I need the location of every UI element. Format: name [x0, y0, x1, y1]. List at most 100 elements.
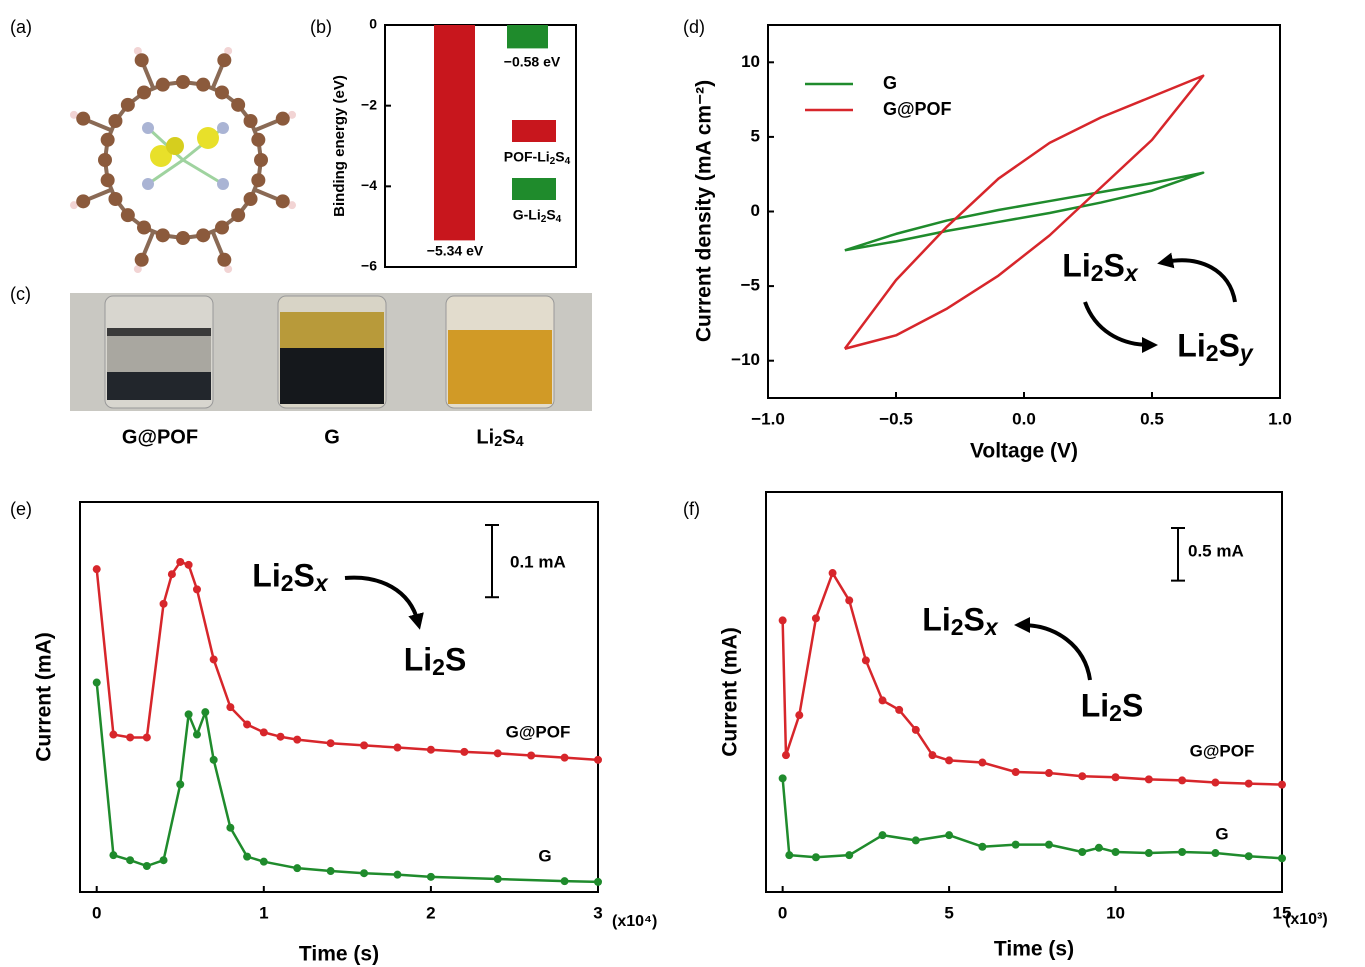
series-label: G [538, 846, 551, 865]
data-point [494, 875, 502, 883]
data-point [143, 862, 151, 870]
panel-label: (e) [10, 499, 32, 519]
data-point [978, 843, 986, 851]
atom-c [135, 53, 149, 67]
data-point [1245, 852, 1253, 860]
data-point [1095, 844, 1103, 852]
x-tick-label: 0.5 [1140, 409, 1164, 428]
data-point [168, 570, 176, 578]
atom-c [135, 253, 149, 267]
data-point [327, 739, 335, 747]
atom-c [176, 231, 190, 245]
photo-label: G [324, 426, 340, 448]
y-axis-label: Current (mA) [719, 627, 742, 757]
atom-c [254, 153, 268, 167]
atom-c [231, 208, 245, 222]
data-point [176, 558, 184, 566]
panel-label: (a) [10, 17, 32, 37]
atom-c [196, 228, 210, 242]
data-point [1178, 776, 1186, 784]
data-point [293, 864, 301, 872]
x-tick-label: 10 [1106, 903, 1125, 922]
data-point [795, 711, 803, 719]
legend-label: G@POF [883, 99, 952, 119]
molecule-image [70, 47, 296, 273]
data-point [1211, 849, 1219, 857]
data-point [1012, 768, 1020, 776]
atom-n [142, 122, 154, 134]
panel-label: (c) [10, 284, 31, 304]
bond [183, 160, 223, 184]
y-tick-label: −10 [731, 350, 760, 369]
y-tick-label: 0 [751, 201, 760, 220]
data-point [293, 736, 301, 744]
y-axis-label: Binding energy (eV) [331, 75, 348, 217]
data-point [193, 585, 201, 593]
data-point [779, 774, 787, 782]
x-tick-label: 3 [593, 903, 602, 922]
annotation: Li2S [404, 641, 467, 680]
atom-c [217, 53, 231, 67]
data-point [327, 867, 335, 875]
bar [507, 25, 548, 48]
data-point [879, 696, 887, 704]
photo-label: G@POF [122, 426, 198, 448]
data-point [210, 655, 218, 663]
data-point [360, 869, 368, 877]
reaction-arrow [345, 578, 418, 622]
data-point [845, 851, 853, 859]
data-point [427, 873, 435, 881]
data-point [945, 756, 953, 764]
atom-c [251, 133, 265, 147]
data-point [360, 741, 368, 749]
photo-label: Li2S4 [476, 426, 523, 450]
data-point [561, 877, 569, 885]
data-point [243, 853, 251, 861]
reaction-arrow [1085, 302, 1150, 345]
x-tick-label: 2 [426, 903, 435, 922]
data-point [782, 751, 790, 759]
data-point [928, 751, 936, 759]
data-point [1178, 848, 1186, 856]
atom-c [101, 173, 115, 187]
atom-c [251, 173, 265, 187]
data-point [93, 679, 101, 687]
figure: (a)(b)(c)(d)(e)(f)G@POFGLi2S40−2−4−6Bind… [0, 0, 1365, 967]
data-point [594, 756, 602, 764]
data-point [260, 728, 268, 736]
data-point [1078, 772, 1086, 780]
atom-c [196, 78, 210, 92]
y-tick-label: −4 [361, 177, 377, 193]
x-tick-label: −1.0 [751, 409, 785, 428]
panel-label: (f) [683, 499, 700, 519]
data-point [829, 569, 837, 577]
atom-n [217, 178, 229, 190]
data-point [160, 600, 168, 608]
legend-swatch [512, 178, 556, 200]
data-point [1278, 781, 1286, 789]
data-point [1078, 848, 1086, 856]
series-label: G [1215, 824, 1228, 843]
y-axis-label: Current (mA) [33, 632, 56, 762]
atom-n [217, 122, 229, 134]
panel-label: (d) [683, 17, 705, 37]
atom-c [231, 98, 245, 112]
legend-swatch [512, 120, 556, 142]
atom-c [101, 133, 115, 147]
annotation: Li2Sx [1062, 247, 1139, 286]
atom-c [137, 85, 151, 99]
data-point [912, 726, 920, 734]
x-tick-label: 5 [944, 903, 953, 922]
atom-c [215, 85, 229, 99]
x-tick-label: 1.0 [1268, 409, 1292, 428]
data-point [260, 858, 268, 866]
data-point [109, 731, 117, 739]
data-point [226, 703, 234, 711]
atom-c [137, 221, 151, 235]
data-point [1245, 780, 1253, 788]
data-point [460, 748, 468, 756]
data-point [126, 733, 134, 741]
atom-c [121, 208, 135, 222]
atom-c [215, 221, 229, 235]
panel-label: (b) [310, 17, 332, 37]
